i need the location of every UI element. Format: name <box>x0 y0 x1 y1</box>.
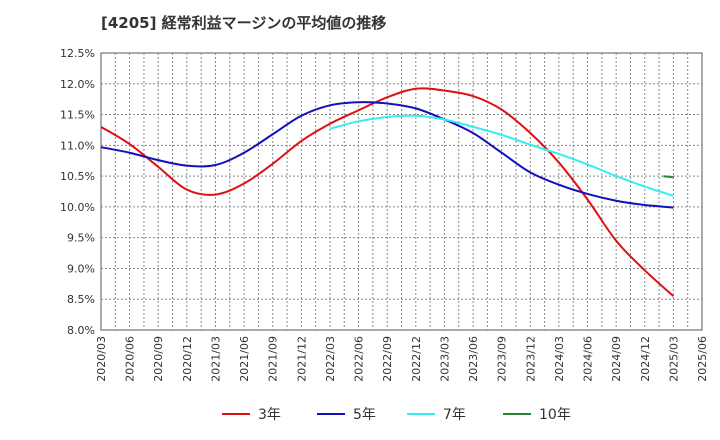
x-tick-label: 2022/06 <box>353 336 366 382</box>
x-tick-label: 2024/09 <box>610 336 623 382</box>
y-tick-label: 8.5% <box>67 293 95 306</box>
y-tick-label: 12.5% <box>60 47 95 60</box>
x-tick-label: 2020/12 <box>181 336 194 382</box>
x-tick-label: 2023/09 <box>496 336 509 382</box>
x-tick-label: 2023/06 <box>467 336 480 382</box>
x-tick-label: 2022/09 <box>381 336 394 382</box>
x-tick-label: 2025/06 <box>696 336 709 382</box>
series-line-4 <box>663 175 674 179</box>
y-tick-label: 12.0% <box>60 78 95 91</box>
x-tick-label: 2020/03 <box>95 336 108 382</box>
y-tick-label: 11.5% <box>60 109 95 122</box>
x-tick-label: 2020/06 <box>124 336 137 382</box>
y-tick-label: 10.5% <box>60 170 95 183</box>
plot-area <box>100 52 703 331</box>
x-tick-label: 2025/03 <box>667 336 680 382</box>
x-tick-label: 2020/09 <box>152 336 165 382</box>
y-tick-label: 8.0% <box>67 324 95 337</box>
y-tick-label: 9.0% <box>67 262 95 275</box>
x-tick-label: 2021/03 <box>209 336 222 382</box>
y-tick-label: 10.0% <box>60 201 95 214</box>
x-tick-label: 2021/09 <box>267 336 280 382</box>
series-line-2 <box>100 101 674 209</box>
y-tick-label: 9.5% <box>67 232 95 245</box>
x-tick-label: 2023/03 <box>438 336 451 382</box>
x-tick-label: 2024/12 <box>639 336 652 382</box>
legend-label: 5年 <box>353 407 376 423</box>
x-tick-label: 2024/06 <box>582 336 595 382</box>
series-line-1 <box>100 87 675 297</box>
legend-label: 10年 <box>539 407 571 423</box>
chart-title: [4205] 経常利益マージンの平均値の推移 <box>101 14 387 32</box>
x-tick-label: 2024/03 <box>553 336 566 382</box>
x-tick-label: 2022/03 <box>324 336 337 382</box>
legend-label: 7年 <box>443 407 466 423</box>
x-tick-label: 2021/06 <box>238 336 251 382</box>
y-tick-label: 11.0% <box>60 139 95 152</box>
x-tick-label: 2023/12 <box>524 336 537 382</box>
legend-label: 3年 <box>258 407 281 423</box>
series-line-3 <box>329 114 674 197</box>
x-tick-label: 2021/12 <box>295 336 308 382</box>
x-tick-label: 2022/12 <box>410 336 423 382</box>
